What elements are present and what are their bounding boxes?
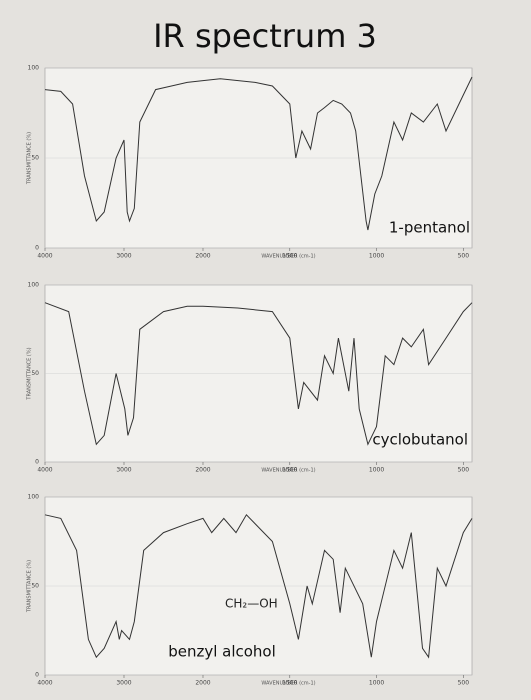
x-axis-label: WAVENUMBER (cm-1) (261, 468, 315, 474)
x-tick-label: 3000 (116, 253, 131, 260)
x-tick-label: 1500 (282, 253, 297, 260)
spectrum-line (44, 76, 473, 231)
x-tick-label: 500 (458, 680, 470, 687)
compound-label: 1-pentanol (389, 219, 470, 237)
y-tick-label: 100 (28, 65, 40, 72)
x-tick-label: 1500 (282, 680, 297, 687)
y-tick-label: 100 (28, 282, 40, 289)
x-tick-label: 1500 (282, 467, 297, 474)
y-tick-label: 0 (35, 459, 39, 466)
y-tick-label: 50 (31, 155, 39, 162)
x-tick-label: 1000 (369, 680, 384, 687)
y-axis-label: TRANSMITTANCE (%) (27, 347, 33, 400)
y-tick-label: 0 (35, 672, 39, 679)
spectrum-line (44, 302, 473, 446)
y-tick-label: 0 (35, 245, 39, 252)
page-title: IR spectrum 3 (153, 17, 377, 55)
x-tick-label: 1000 (369, 253, 384, 260)
y-tick-label: 100 (28, 494, 40, 501)
x-tick-label: 3000 (116, 467, 131, 474)
x-tick-label: 2000 (195, 253, 210, 260)
spectrum-line (44, 513, 473, 659)
x-tick-label: 4000 (37, 467, 52, 474)
x-tick-label: 500 (458, 467, 470, 474)
x-axis-label: WAVENUMBER (cm-1) (261, 681, 315, 687)
compound-label: cyclobutanol (372, 431, 468, 449)
compound-label: benzyl alcohol (168, 643, 276, 661)
y-axis-label: TRANSMITTANCE (%) (27, 560, 33, 613)
structure-label: CH₂—OH (225, 597, 278, 611)
y-tick-label: 50 (31, 370, 39, 377)
x-tick-label: 2000 (195, 467, 210, 474)
y-axis-label: TRANSMITTANCE (%) (27, 132, 33, 185)
x-tick-label: 1000 (369, 467, 384, 474)
x-axis-label: WAVENUMBER (cm-1) (261, 254, 315, 260)
x-tick-label: 3000 (116, 680, 131, 687)
x-tick-label: 4000 (37, 680, 52, 687)
x-tick-label: 2000 (195, 680, 210, 687)
x-tick-label: 500 (458, 253, 470, 260)
x-tick-label: 4000 (37, 253, 52, 260)
y-tick-label: 50 (31, 583, 39, 590)
